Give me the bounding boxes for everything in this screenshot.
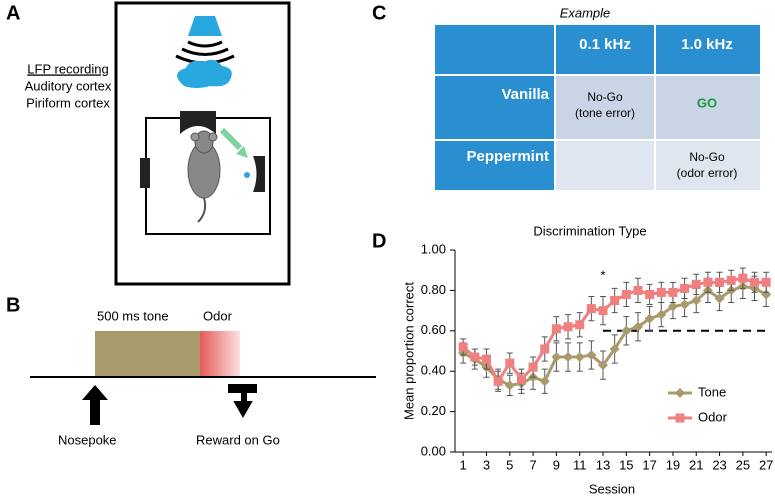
panel-label: D — [372, 230, 386, 252]
x-tick-label: 21 — [689, 457, 703, 472]
event-label: Nosepoke — [58, 432, 117, 447]
odor-label: Odor — [203, 308, 233, 323]
x-tick-label: 3 — [483, 457, 490, 472]
marker — [645, 289, 655, 299]
marker — [505, 358, 515, 368]
marker — [470, 352, 480, 362]
event-label: Reward on Go — [196, 432, 280, 447]
row-header: Vanilla — [501, 86, 549, 103]
marker — [750, 277, 760, 287]
marker — [551, 352, 562, 363]
caption: Example — [560, 5, 611, 20]
marker — [539, 376, 550, 387]
x-tick-label: 25 — [736, 457, 750, 472]
y-tick-label: 0.80 — [421, 282, 446, 297]
tone-label: 500 ms tone — [97, 308, 169, 323]
y-tick-label: 0.00 — [421, 443, 446, 458]
row-header: Peppermint — [466, 148, 549, 165]
cell-text: No-Go — [689, 150, 725, 164]
tone-block — [95, 331, 200, 377]
y-axis-label: Mean proportion correct — [401, 282, 416, 420]
marker — [667, 301, 678, 312]
y-tick-label: 0.40 — [421, 363, 446, 378]
note: Auditory cortex — [25, 78, 112, 93]
marker — [644, 313, 655, 324]
marker — [621, 289, 631, 299]
panel-label: C — [372, 2, 386, 24]
marker — [610, 296, 620, 305]
column-header: 0.1 kHz — [579, 36, 631, 53]
table — [435, 25, 760, 190]
marker — [738, 273, 748, 283]
cell-text: GO — [697, 95, 717, 110]
legend-label: Odor — [698, 409, 728, 424]
x-tick-label: 17 — [642, 457, 656, 472]
marker — [761, 277, 771, 287]
marker — [632, 321, 643, 332]
x-tick-label: 7 — [529, 457, 536, 472]
marker — [586, 304, 596, 314]
legend-marker — [675, 413, 685, 423]
marker — [680, 283, 690, 293]
marker — [691, 279, 701, 289]
cell-text: No-Go — [587, 90, 623, 104]
note: LFP recording — [27, 61, 108, 76]
legend-label: Tone — [698, 384, 726, 399]
cell-text: (odor error) — [677, 166, 738, 180]
x-tick-label: 5 — [506, 457, 513, 472]
x-tick-label: 19 — [666, 457, 680, 472]
column-header: 1.0 kHz — [681, 36, 733, 53]
marker — [516, 374, 526, 384]
apparatus — [114, 1, 291, 286]
marker — [679, 299, 690, 310]
marker — [540, 344, 550, 354]
x-tick-label: 1 — [460, 457, 467, 472]
marker — [691, 295, 702, 306]
marker — [668, 287, 678, 297]
marker — [458, 342, 468, 352]
marker — [714, 293, 725, 304]
marker — [574, 352, 585, 363]
y-tick-label: 0.60 — [421, 322, 446, 337]
marker — [528, 362, 538, 372]
marker — [715, 277, 725, 287]
marker — [598, 360, 609, 371]
arrow — [228, 384, 257, 419]
panel-label: B — [6, 294, 20, 316]
y-tick-label: 0.20 — [421, 403, 446, 418]
marker — [551, 324, 561, 334]
marker — [633, 285, 643, 295]
marker — [481, 354, 491, 364]
y-tick-label: 1.00 — [421, 241, 446, 256]
marker — [726, 275, 736, 285]
legend-marker — [675, 388, 685, 398]
x-tick-label: 9 — [553, 457, 560, 472]
x-tick-label: 11 — [573, 457, 587, 472]
marker — [575, 320, 585, 330]
x-tick-label: 13 — [596, 457, 610, 472]
marker — [609, 343, 620, 354]
marker — [598, 306, 608, 316]
marker — [586, 350, 597, 361]
marker — [493, 376, 503, 386]
note: Piriform cortex — [26, 95, 110, 110]
odor-block — [200, 331, 240, 377]
x-tick-label: 15 — [619, 457, 633, 472]
panel-label: A — [6, 2, 20, 24]
cell-text: (tone error) — [575, 106, 635, 120]
chart-title: Discrimination Type — [533, 223, 646, 238]
marker — [656, 287, 666, 297]
annotation: * — [600, 268, 605, 283]
marker — [703, 277, 713, 287]
x-tick-label: 27 — [759, 457, 773, 472]
arrow — [82, 385, 108, 425]
marker — [563, 352, 574, 363]
marker — [563, 322, 573, 332]
marker — [621, 325, 632, 336]
marker — [656, 309, 667, 320]
x-tick-label: 23 — [712, 457, 726, 472]
x-axis-label: Session — [589, 481, 635, 496]
marker — [504, 380, 515, 391]
